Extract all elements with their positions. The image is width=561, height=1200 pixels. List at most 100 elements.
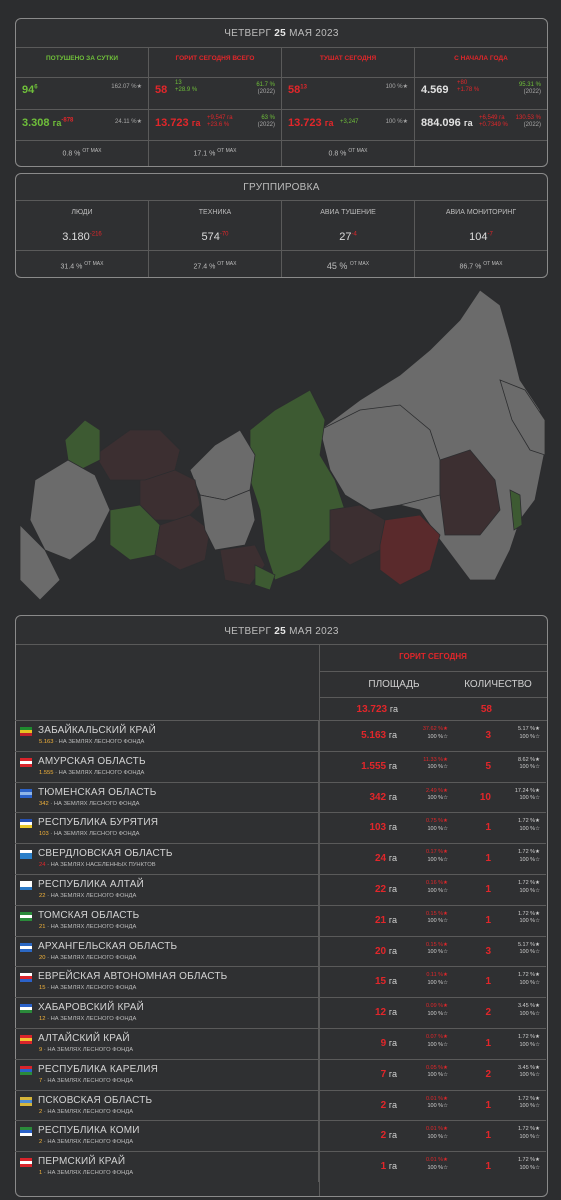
since-year-start-column: С НАЧАЛА ГОДА 4.569 +80 +1.78 % 95.31 % (2…: [415, 48, 547, 166]
map-amur[interactable]: [439, 449, 501, 536]
region-name[interactable]: РЕСПУБЛИКА КОМИ: [38, 1125, 140, 1137]
map-kamchatka[interactable]: [499, 379, 546, 456]
map-yamal[interactable]: [189, 429, 256, 501]
region-flag-icon: [20, 1065, 32, 1075]
extinguishing-count: 5813: [288, 84, 307, 96]
table-row[interactable]: ПСКОВСКАЯ ОБЛАСТЬ 2 · НА ЗЕМЛЯХ ЛЕСНОГО Ф…: [15, 1089, 546, 1121]
region-subtitle: 2 · НА ЗЕМЛЯХ ЛЕСНОГО ФОНДА: [39, 1108, 134, 1115]
region-count-pct: 1.72 %★ 100 %☆: [517, 818, 540, 832]
table-row[interactable]: ТЮМЕНСКАЯ ОБЛАСТЬ 342 · НА ЗЕМЛЯХ ЛЕСНОГО…: [15, 781, 546, 813]
region-count: 1: [485, 822, 491, 834]
map-irkutsk[interactable]: [329, 504, 386, 566]
region-name[interactable]: ТЮМЕНСКАЯ ОБЛАСТЬ: [38, 786, 157, 798]
region-area-pct: 0.01 %★ 100 %☆: [425, 1095, 448, 1110]
region-name[interactable]: ЗАБАЙКАЛЬСКИЙ КРАЙ: [38, 725, 157, 736]
region-flag-icon: [20, 973, 32, 983]
table-row[interactable]: АРХАНГЕЛЬСКАЯ ОБЛАСТЬ 20 · НА ЗЕМЛЯХ ЛЕСН…: [15, 935, 546, 967]
region-name[interactable]: РЕСПУБЛИКА БУРЯТИЯ: [38, 817, 159, 829]
region-flag-icon: [20, 942, 32, 952]
map-krasnoyarsk[interactable]: [249, 389, 346, 581]
day-label: ЧЕТВЕРГ: [224, 28, 272, 39]
map-tyumen[interactable]: [199, 489, 256, 551]
region-name[interactable]: АМУРСКАЯ ОБЛАСТЬ: [38, 755, 146, 767]
region-subtitle: 342 · НА ЗЕМЛЯХ ЛЕСНОГО ФОНДА: [39, 800, 140, 807]
region-area: 7 га: [380, 1068, 397, 1080]
region-area: 15 га: [375, 976, 397, 988]
table-row[interactable]: ПЕРМСКИЙ КРАЙ 1 · НА ЗЕМЛЯХ ЛЕСНОГО ФОНДА…: [15, 1151, 546, 1183]
extinguishing-title: ТУШАТ СЕГОДНЯ: [319, 55, 377, 62]
extinguished-max: 0.8 % ОТ MAX: [62, 148, 102, 158]
region-name[interactable]: РЕСПУБЛИКА КАРЕЛИЯ: [38, 1063, 159, 1075]
table-date-title: ЧЕТВЕРГ 25 МАЯ 2023: [224, 626, 339, 637]
region-count-pct: 1.72 %★ 100 %☆: [517, 972, 540, 986]
region-area-pct: 0.15 %★ 100 %☆: [425, 941, 448, 956]
region-name[interactable]: ЕВРЕЙСКАЯ АВТОНОМНАЯ ОБЛАСТЬ: [38, 971, 228, 983]
table-row[interactable]: ХАБАРОВСКИЙ КРАЙ 12 · НА ЗЕМЛЯХ ЛЕСНОГО Ф…: [15, 997, 546, 1029]
map-south[interactable]: [19, 524, 61, 601]
region-name[interactable]: АРХАНГЕЛЬСКАЯ ОБЛАСТЬ: [38, 940, 178, 952]
region-area: 2 га: [380, 1130, 397, 1142]
region-area-pct: 0.07 %★ 100 %☆: [425, 1034, 448, 1048]
region-name[interactable]: СВЕРДЛОВСКАЯ ОБЛАСТЬ: [38, 848, 173, 860]
people-label: ЛЮДИ: [71, 209, 93, 216]
region-area: 22 га: [375, 884, 397, 895]
table-row[interactable]: АЛТАЙСКИЙ КРАЙ 9 · НА ЗЕМЛЯХ ЛЕСНОГО ФОНД…: [15, 1028, 546, 1059]
year-count: 4.569: [421, 84, 449, 96]
region-subtitle: 24 · НА ЗЕМЛЯХ НАСЕЛЕННЫХ ПУНКТОВ: [39, 862, 156, 869]
region-count-pct: 17.24 %★ 100 %☆: [514, 787, 540, 802]
map-sakhalin[interactable]: [509, 489, 523, 531]
map-arkhangelsk[interactable]: [94, 429, 181, 481]
region-name[interactable]: РЕСПУБЛИКА АЛТАЙ: [38, 879, 144, 890]
count-header[interactable]: КОЛИЧЕСТВО: [464, 679, 532, 690]
region-subtitle: 20 · НА ЗЕМЛЯХ ЛЕСНОГО ФОНДА: [39, 954, 137, 961]
map-altai[interactable]: [254, 564, 276, 591]
table-row[interactable]: ТОМСКАЯ ОБЛАСТЬ 21 · НА ЗЕМЛЯХ ЛЕСНОГО ФО…: [15, 904, 546, 936]
table-row[interactable]: АМУРСКАЯ ОБЛАСТЬ 1.555 · НА ЗЕМЛЯХ ЛЕСНОГ…: [15, 750, 546, 782]
burning-count: 58: [155, 84, 168, 96]
map-ural[interactable]: [154, 514, 211, 571]
total-area: 13.723 га: [356, 704, 398, 715]
region-count: 5: [485, 760, 491, 772]
table-row[interactable]: РЕСПУБЛИКА КОМИ 2 · НА ЗЕМЛЯХ ЛЕСНОГО ФОН…: [15, 1120, 546, 1152]
air-extinguish-label: АВИА ТУШЕНИЕ: [320, 209, 376, 216]
table-row[interactable]: РЕСПУБЛИКА КАРЕЛИЯ 7 · НА ЗЕМЛЯХ ЛЕСНОГО …: [15, 1058, 546, 1090]
extinguished-count-pct: 162.07 %★: [111, 84, 142, 90]
region-area: 24 га: [375, 853, 397, 865]
area-header[interactable]: ПЛОЩАДЬ: [368, 679, 420, 690]
air-monitor-value: 104-7: [469, 231, 493, 243]
region-name[interactable]: ТОМСКАЯ ОБЛАСТЬ: [38, 909, 140, 921]
region-area-pct: 0.17 %★ 100 %☆: [425, 849, 448, 863]
air-extinguish-value: 27-4: [339, 231, 357, 243]
table-row[interactable]: РЕСПУБЛИКА АЛТАЙ 22 · НА ЗЕМЛЯХ ЛЕСНОГО Ф…: [15, 874, 546, 905]
map-north-west[interactable]: [29, 459, 111, 561]
region-count-pct: 1.72 %★ 100 %☆: [517, 880, 540, 894]
air-monitor-label: АВИА МОНИТОРИНГ: [445, 209, 517, 216]
table-row[interactable]: СВЕРДЛОВСКАЯ ОБЛАСТЬ 24 · НА ЗЕМЛЯХ НАСЕЛ…: [15, 843, 546, 875]
year-count-2022: 95.31 % (2022): [518, 82, 541, 95]
region-name[interactable]: ПЕРМСКИЙ КРАЙ: [38, 1156, 126, 1168]
region-name[interactable]: ПСКОВСКАЯ ОБЛАСТЬ: [38, 1094, 153, 1106]
equipment-pct: 27.4 % ОТ MAX: [193, 261, 237, 271]
russia-fire-map[interactable]: [0, 280, 561, 610]
region-flag-icon: [20, 1096, 32, 1106]
region-subtitle: 103 · НА ЗЕМЛЯХ ЛЕСНОГО ФОНДА: [39, 831, 140, 838]
region-area-pct: 2.49 %★ 100 %☆: [425, 787, 448, 802]
total-count: 58: [480, 704, 492, 715]
burning-max: 17.1 % ОТ MAX: [193, 148, 237, 158]
region-area: 9 га: [380, 1038, 397, 1049]
region-area: 12 га: [375, 1007, 397, 1019]
burning-today-title: ГОРИТ СЕГОДНЯ ВСЕГО: [175, 55, 255, 62]
extinguishing-area-pct: 100 %★: [385, 119, 408, 125]
region-name[interactable]: АЛТАЙСКИЙ КРАЙ: [38, 1033, 130, 1044]
region-name[interactable]: ХАБАРОВСКИЙ КРАЙ: [38, 1002, 145, 1014]
region-area-pct: 37.62 %★ 100 %☆: [422, 726, 448, 740]
region-area-pct: 0.09 %★ 100 %☆: [425, 1003, 448, 1017]
table-row[interactable]: ЗАБАЙКАЛЬСКИЙ КРАЙ 5.163 · НА ЗЕМЛЯХ ЛЕСН…: [15, 720, 546, 751]
region-flag-icon: [20, 1035, 32, 1044]
map-zabaikalsky[interactable]: [379, 514, 441, 586]
region-area: 20 га: [375, 945, 397, 957]
extinguished-title: ПОТУШЕНО ЗА СУТКИ: [46, 55, 118, 62]
table-row[interactable]: РЕСПУБЛИКА БУРЯТИЯ 103 · НА ЗЕМЛЯХ ЛЕСНОГ…: [15, 812, 546, 844]
table-row[interactable]: ЕВРЕЙСКАЯ АВТОНОМНАЯ ОБЛАСТЬ 15 · НА ЗЕМЛ…: [15, 966, 546, 998]
region-subtitle: 1 · НА ЗЕМЛЯХ ЛЕСНОГО ФОНДА: [39, 1170, 134, 1177]
